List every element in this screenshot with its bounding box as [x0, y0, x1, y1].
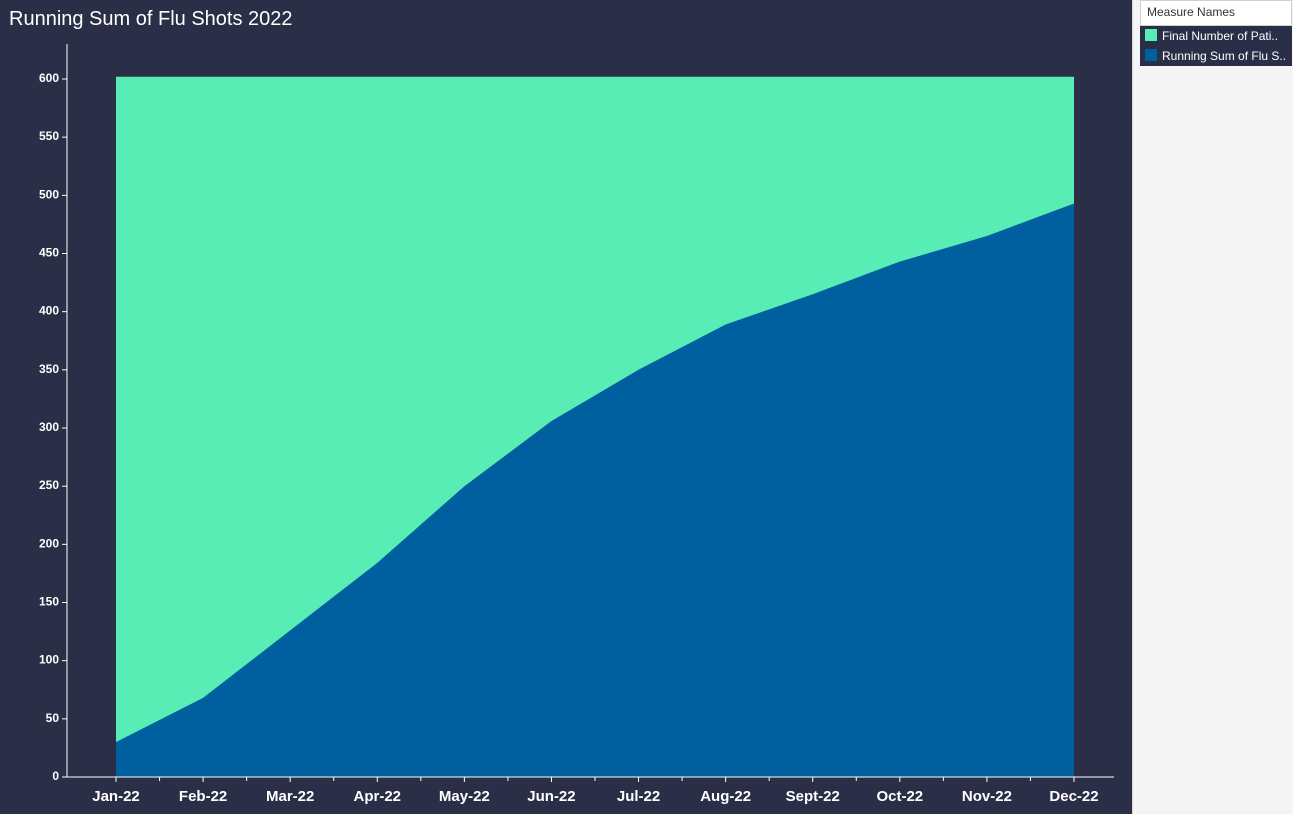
y-tick-label-550: 550: [39, 129, 59, 143]
area-running-sum: [116, 203, 1074, 777]
legend-label-final-number: Final Number of Pati..: [1162, 29, 1279, 43]
legend-swatch-final-number: [1145, 29, 1157, 41]
x-tick-label-Dec-22: Dec-22: [1049, 788, 1098, 805]
legend-item-final-number[interactable]: Final Number of Pati..: [1140, 26, 1292, 46]
legend-title: Measure Names: [1140, 0, 1292, 26]
x-tick-label-Sept-22: Sept-22: [786, 788, 840, 805]
x-tick-label-Jan-22: Jan-22: [92, 788, 140, 805]
x-tick-label-Aug-22: Aug-22: [700, 788, 751, 805]
chart-panel: Running Sum of Flu Shots 2022 0 50 100 150 2…: [9, 8, 1114, 805]
y-tick-label-300: 300: [39, 420, 59, 434]
x-tick-label-Mar-22: Mar-22: [266, 788, 314, 805]
chart-title: Running Sum of Flu Shots 2022: [9, 8, 293, 30]
y-tick-label-400: 400: [39, 304, 59, 318]
y-tick-label-0: 0: [52, 769, 59, 783]
legend-label-running-sum: Running Sum of Flu S..: [1162, 49, 1287, 63]
y-tick-label-150: 150: [39, 595, 59, 609]
x-tick-label-May-22: May-22: [439, 788, 490, 805]
area-chart: 0 50 100 150 200 250 300 350 400 450 500 550 600 Jan-…: [39, 44, 1114, 805]
legend-item-running-sum[interactable]: Running Sum of Flu S..: [1140, 46, 1292, 66]
y-tick-label-250: 250: [39, 478, 59, 492]
x-tick-label-Oct-22: Oct-22: [876, 788, 923, 805]
y-tick-label-200: 200: [39, 536, 59, 550]
y-tick-label-350: 350: [39, 362, 59, 376]
y-tick-label-50: 50: [46, 711, 60, 725]
y-tick-label-600: 600: [39, 71, 59, 85]
legend-panel: Measure Names Final Number of Pati.. Run…: [1132, 0, 1293, 814]
y-tick-label-450: 450: [39, 246, 59, 260]
y-tick-label-100: 100: [39, 653, 59, 667]
y-tick-label-500: 500: [39, 187, 59, 201]
legend: Measure Names Final Number of Pati.. Run…: [1140, 0, 1292, 66]
x-tick-label-Feb-22: Feb-22: [179, 788, 227, 805]
x-tick-label-Jun-22: Jun-22: [527, 788, 575, 805]
legend-swatch-running-sum: [1145, 49, 1157, 61]
x-tick-label-Apr-22: Apr-22: [354, 788, 402, 805]
x-tick-label-Jul-22: Jul-22: [617, 788, 660, 805]
x-tick-label-Nov-22: Nov-22: [962, 788, 1012, 805]
